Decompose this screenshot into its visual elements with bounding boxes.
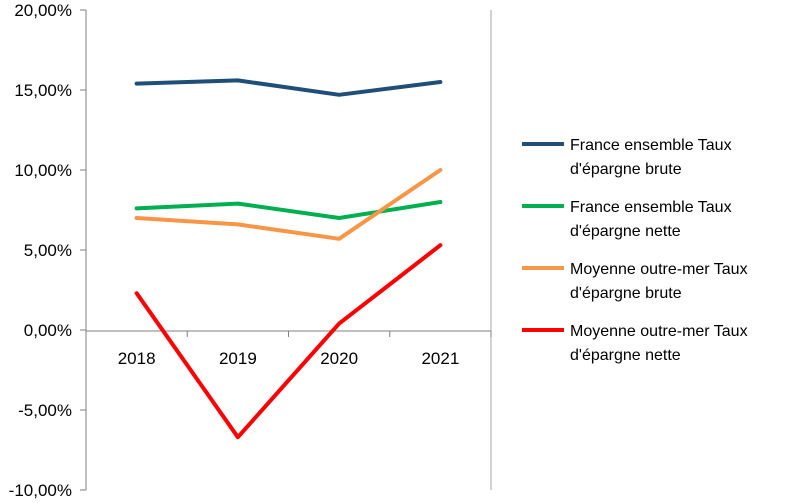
axes: 20,00% 15,00% 10,00% 5,00% 0,00% -5,00% -10,00… [9, 1, 492, 500]
y-tick-label: 5,00% [24, 241, 72, 260]
legend-label-1: France ensemble Taux [570, 137, 732, 154]
series-line-1 [134, 78, 443, 97]
legend-label-4: Moyenne outre-mer Taux [570, 323, 748, 340]
x-tick-label: 2021 [421, 349, 459, 368]
x-tick-label: 2020 [320, 349, 358, 368]
y-tick-label: 0,00% [24, 321, 72, 340]
series-line-3 [134, 168, 443, 241]
legend-label-1: d'épargne brute [570, 161, 682, 178]
y-tick-label: -10,00% [9, 481, 72, 500]
legend-label-2: France ensemble Taux [570, 199, 732, 216]
x-tick-label: 2019 [219, 349, 257, 368]
y-tick-label: 15,00% [14, 81, 72, 100]
legend: France ensemble Taux d'épargne brute Franc… [522, 137, 748, 364]
legend-label-3: Moyenne outre-mer Taux [570, 261, 748, 278]
y-tick-label: -5,00% [18, 401, 72, 420]
series-line-4 [134, 243, 443, 440]
legend-label-2: d'épargne nette [570, 223, 681, 240]
y-tick-label: 10,00% [14, 161, 72, 180]
series-layer [134, 78, 443, 440]
x-tick-label: 2018 [118, 349, 156, 368]
legend-label-3: d'épargne brute [570, 285, 682, 302]
y-tick-label: 20,00% [14, 1, 72, 20]
series-line-2 [134, 200, 443, 220]
legend-label-4: d'épargne nette [570, 347, 681, 364]
